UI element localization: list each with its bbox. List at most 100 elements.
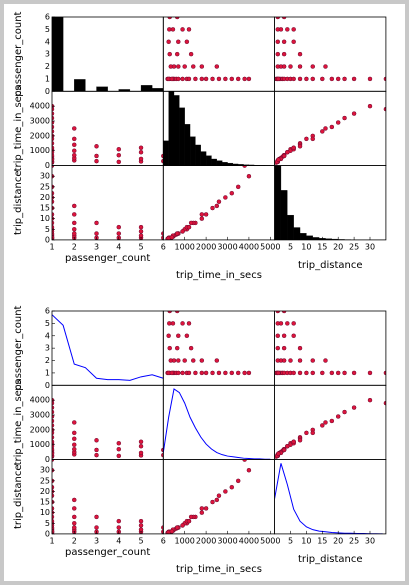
point — [288, 358, 293, 363]
point — [52, 514, 55, 520]
panel — [165, 311, 252, 376]
point — [94, 153, 99, 159]
point — [281, 358, 287, 363]
point — [188, 514, 194, 520]
point — [310, 136, 316, 142]
point — [138, 439, 144, 445]
point — [310, 370, 316, 376]
point — [52, 529, 55, 534]
point — [116, 446, 122, 452]
point — [246, 370, 252, 376]
point — [223, 370, 228, 376]
x-axis-label: trip_time_in_secs — [176, 270, 262, 281]
point — [161, 525, 164, 530]
point — [275, 51, 281, 57]
x-tick-label: 2 — [72, 242, 77, 251]
point — [52, 451, 55, 456]
point — [169, 76, 175, 82]
point — [297, 144, 303, 149]
point — [242, 165, 247, 168]
point — [72, 420, 77, 425]
point — [72, 136, 77, 142]
panel-frame — [51, 310, 164, 386]
y-tick-label: 2 — [45, 356, 50, 365]
x-tick-label: 5 — [138, 242, 143, 251]
point — [199, 212, 205, 217]
point — [291, 145, 296, 151]
hist-bar — [168, 91, 175, 166]
point — [72, 220, 77, 226]
point — [174, 231, 180, 236]
point — [335, 370, 341, 376]
point — [193, 370, 198, 376]
point — [161, 235, 164, 240]
point — [310, 430, 316, 436]
x-tick-label: 5 — [288, 242, 293, 251]
hist-bar — [222, 162, 228, 166]
point — [216, 199, 222, 204]
hist-bar — [195, 144, 201, 166]
point — [367, 397, 373, 403]
point — [320, 129, 325, 134]
point — [304, 136, 309, 142]
point — [176, 370, 181, 376]
panel — [274, 463, 383, 534]
point — [72, 227, 77, 232]
point — [186, 76, 192, 82]
point — [193, 76, 198, 82]
point — [52, 115, 55, 121]
point — [52, 518, 55, 524]
point — [161, 452, 164, 458]
hist-bar — [299, 233, 307, 240]
point — [72, 231, 77, 236]
point — [191, 358, 196, 363]
point — [329, 76, 335, 82]
point — [72, 142, 77, 148]
x-axis-label: passenger_count — [65, 253, 150, 264]
point — [94, 452, 99, 458]
x-tick-label: 20 — [333, 242, 343, 251]
point — [304, 76, 309, 82]
x-tick-label: 30 — [365, 536, 375, 545]
point — [323, 64, 328, 69]
x-tick-label: 5000 — [260, 536, 280, 545]
point — [94, 144, 99, 149]
panel — [52, 314, 164, 381]
point — [167, 17, 172, 20]
point — [235, 478, 241, 484]
point — [281, 333, 287, 339]
panel-frame — [51, 90, 164, 167]
point — [52, 439, 55, 445]
x-tick-label: 4000 — [239, 242, 259, 251]
point — [72, 430, 77, 436]
point — [285, 321, 290, 326]
figure: 0123456passenger_count01000200030004000t… — [13, 11, 387, 575]
x-tick-label: 4 — [116, 242, 121, 251]
point — [367, 76, 373, 82]
y-tick-label: 1000 — [30, 440, 50, 449]
y-tick-label: 25 — [40, 476, 50, 485]
y-axis-label: trip_distance — [13, 464, 24, 529]
y-tick-label: 0 — [45, 529, 50, 538]
point — [180, 523, 185, 528]
point — [188, 220, 194, 226]
hist-bar — [173, 95, 180, 166]
y-tick-label: 6 — [45, 307, 50, 316]
y-tick-label: 4000 — [30, 396, 50, 405]
y-tick-label: 4 — [45, 37, 50, 46]
point — [285, 27, 290, 32]
point — [169, 529, 175, 534]
y-tick-label: 4 — [45, 331, 50, 340]
point — [52, 235, 55, 240]
x-tick-label: 3 — [94, 242, 99, 251]
point — [310, 76, 316, 82]
hist-bar — [184, 124, 191, 166]
point — [167, 311, 172, 314]
kde-line — [274, 463, 383, 534]
point — [335, 76, 341, 82]
point — [199, 76, 205, 82]
point — [229, 484, 235, 490]
point — [199, 216, 205, 221]
point — [52, 400, 55, 406]
x-tick-label: 2000 — [196, 536, 216, 545]
